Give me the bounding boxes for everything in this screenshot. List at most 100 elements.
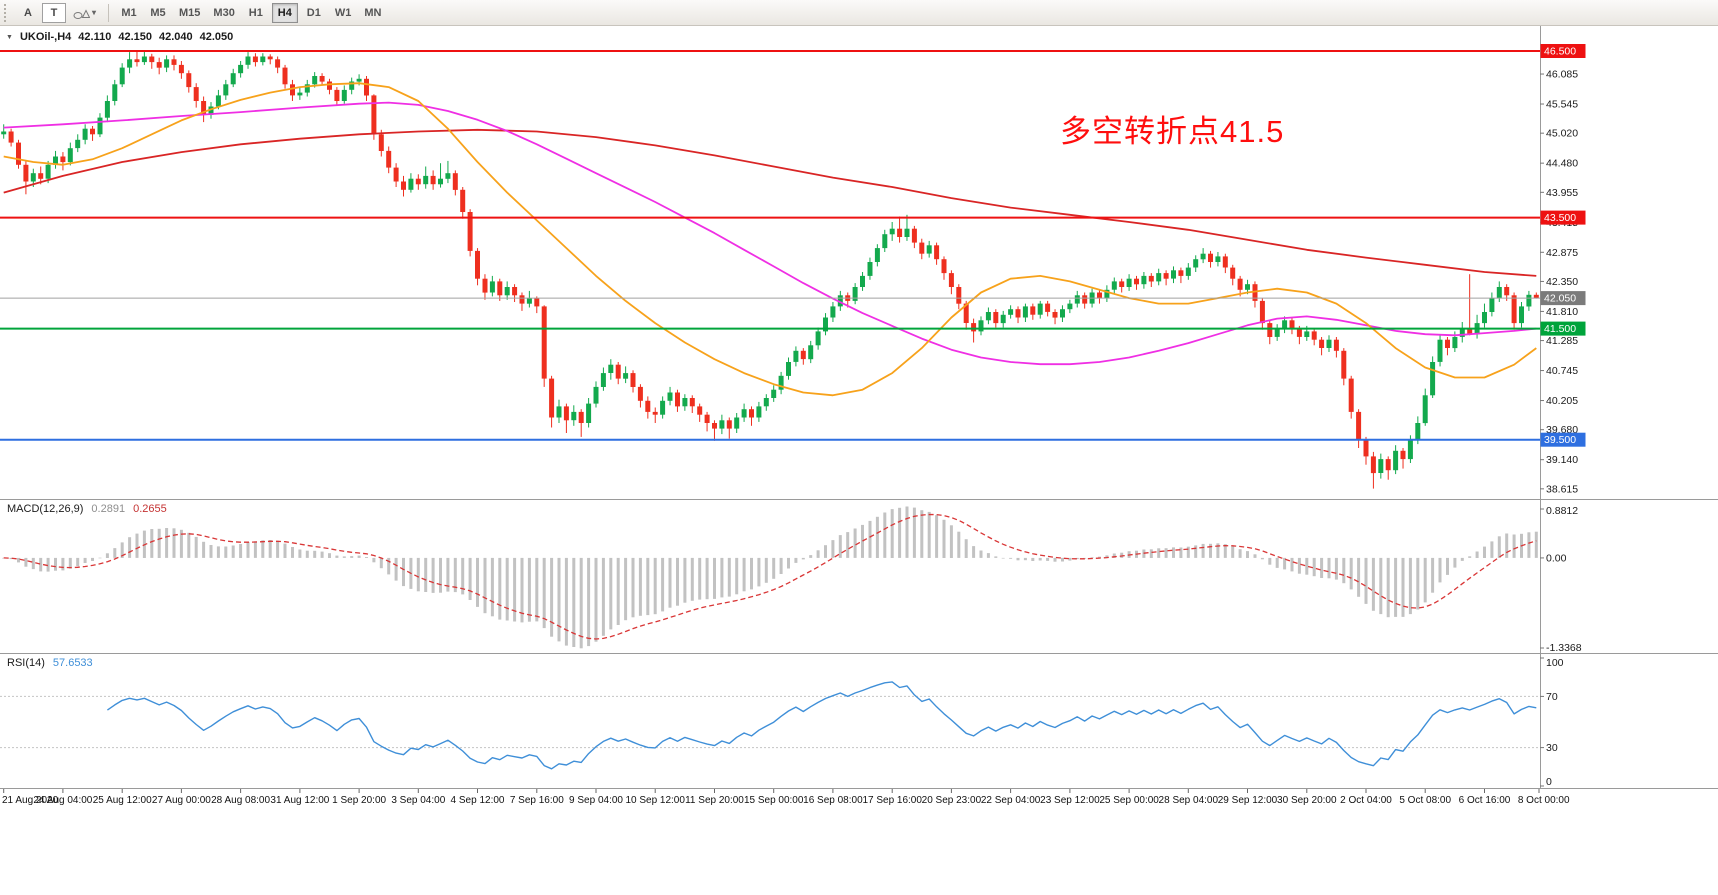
candle-body bbox=[1097, 292, 1102, 299]
candle-body bbox=[356, 78, 362, 82]
candle-body bbox=[1363, 439, 1369, 457]
toolbar-drag-handle[interactable] bbox=[4, 3, 11, 22]
candle-body bbox=[497, 281, 503, 296]
candle-body bbox=[1326, 339, 1332, 348]
candle-body bbox=[1378, 459, 1384, 473]
macd-histogram-bar bbox=[1009, 557, 1013, 559]
macd-histogram-bar bbox=[1209, 543, 1212, 558]
timeframe-button-d1[interactable]: D1 bbox=[301, 3, 327, 23]
timeframe-button-m30[interactable]: M30 bbox=[208, 3, 239, 23]
candle-body bbox=[193, 87, 199, 101]
macd-histogram-bar bbox=[468, 557, 472, 600]
macd-histogram-bar bbox=[187, 532, 191, 558]
candle-body bbox=[1119, 281, 1125, 287]
time-tick-label: 2 Oct 04:00 bbox=[1340, 795, 1392, 806]
candle-body bbox=[275, 59, 281, 68]
macd-histogram-bar bbox=[1038, 557, 1042, 561]
macd-histogram-bar bbox=[957, 531, 961, 558]
price-tick-label: 42.875 bbox=[1546, 247, 1578, 259]
price-tick-label: 44.480 bbox=[1546, 158, 1578, 170]
macd-histogram-bar bbox=[1223, 544, 1227, 558]
timeframe-button-w1[interactable]: W1 bbox=[330, 3, 357, 23]
macd-histogram-bar bbox=[387, 557, 391, 575]
candle-body bbox=[178, 64, 184, 74]
time-tick-label: 10 Sep 12:00 bbox=[625, 795, 685, 806]
time-tick-label: 11 Sep 20:00 bbox=[685, 795, 744, 806]
macd-label: MACD(12,26,9) 0.2891 0.2655 bbox=[7, 503, 167, 515]
candle-body bbox=[141, 56, 147, 63]
macd-histogram-bar bbox=[1320, 557, 1324, 578]
text-tool-button[interactable]: T bbox=[42, 2, 66, 23]
time-tick-label: 22 Sep 04:00 bbox=[981, 795, 1041, 806]
macd-histogram-bar bbox=[483, 557, 487, 614]
macd-histogram-bar bbox=[91, 557, 94, 561]
candle-body bbox=[578, 411, 584, 423]
macd-histogram-bar bbox=[128, 537, 132, 558]
macd-histogram-bar bbox=[831, 540, 835, 558]
macd-histogram-bar bbox=[1349, 557, 1353, 590]
macd-histogram-bar bbox=[1268, 557, 1272, 565]
close-value: 42.050 bbox=[199, 31, 234, 43]
candle-body bbox=[238, 64, 244, 74]
macd-histogram-bar bbox=[1483, 546, 1486, 558]
timeframe-button-mn[interactable]: MN bbox=[359, 3, 386, 23]
candle-body bbox=[1045, 303, 1051, 312]
candle-body bbox=[408, 178, 414, 190]
macd-histogram-bar bbox=[98, 557, 102, 559]
candle-body bbox=[593, 386, 599, 404]
candle-body bbox=[201, 101, 207, 115]
candle-body bbox=[682, 398, 688, 407]
candle-body bbox=[1482, 312, 1487, 324]
macd-histogram-bar bbox=[609, 557, 613, 630]
timeframe-button-m15[interactable]: M15 bbox=[174, 3, 205, 23]
timeframe-button-m1[interactable]: M1 bbox=[116, 3, 142, 23]
macd-histogram-bar bbox=[638, 557, 642, 616]
rsi-scale-label: 100 bbox=[1546, 657, 1564, 669]
macd-histogram-bar bbox=[594, 557, 598, 642]
macd-histogram-bar bbox=[46, 557, 50, 572]
candle-body bbox=[30, 173, 36, 182]
macd-histogram-bar bbox=[216, 546, 220, 558]
timeframe-button-m5[interactable]: M5 bbox=[145, 3, 171, 23]
macd-histogram-bar bbox=[875, 516, 879, 558]
candle-body bbox=[393, 167, 399, 182]
macd-histogram-bar bbox=[446, 557, 450, 592]
timeframe-button-h4[interactable]: H4 bbox=[271, 2, 298, 23]
price-box-label: 46.500 bbox=[1544, 46, 1576, 58]
timeframe-button-h1[interactable]: H1 bbox=[243, 3, 269, 23]
candle-body bbox=[90, 128, 95, 135]
macd-histogram-bar bbox=[979, 550, 983, 558]
shapes-tool-button[interactable]: ▾ bbox=[68, 3, 101, 23]
text-label-tool-button[interactable]: A bbox=[16, 3, 40, 23]
macd-histogram-bar bbox=[1334, 557, 1338, 580]
candle-body bbox=[267, 56, 273, 60]
macd-histogram-bar bbox=[1453, 557, 1457, 568]
candle-body bbox=[1245, 284, 1250, 290]
candle-body bbox=[1067, 303, 1073, 310]
candle-body bbox=[1407, 439, 1413, 460]
macd-histogram-bar bbox=[1186, 546, 1190, 558]
candle-body bbox=[793, 350, 799, 362]
candle-body bbox=[1259, 300, 1265, 324]
macd-histogram-bar bbox=[905, 506, 909, 558]
candle-body bbox=[860, 275, 865, 287]
chart-menu-icon[interactable]: ▼ bbox=[6, 33, 13, 41]
candle-body bbox=[164, 59, 170, 68]
macd-histogram-bar bbox=[735, 557, 739, 595]
macd-histogram-bar bbox=[61, 557, 65, 571]
macd-histogram-bar bbox=[853, 528, 857, 558]
candle-body bbox=[401, 181, 406, 190]
candle-body bbox=[1422, 395, 1428, 424]
macd-histogram-bar bbox=[1238, 549, 1242, 558]
macd-histogram-bar bbox=[157, 528, 161, 558]
candle-body bbox=[186, 73, 192, 88]
macd-histogram-bar bbox=[39, 557, 43, 572]
macd-histogram-bar bbox=[927, 511, 931, 558]
candle-body bbox=[1370, 456, 1376, 474]
candle-body bbox=[1496, 287, 1502, 299]
macd-histogram-bar bbox=[1357, 557, 1361, 597]
macd-histogram-bar bbox=[1157, 548, 1161, 558]
price-tick-label: 38.615 bbox=[1546, 483, 1578, 495]
